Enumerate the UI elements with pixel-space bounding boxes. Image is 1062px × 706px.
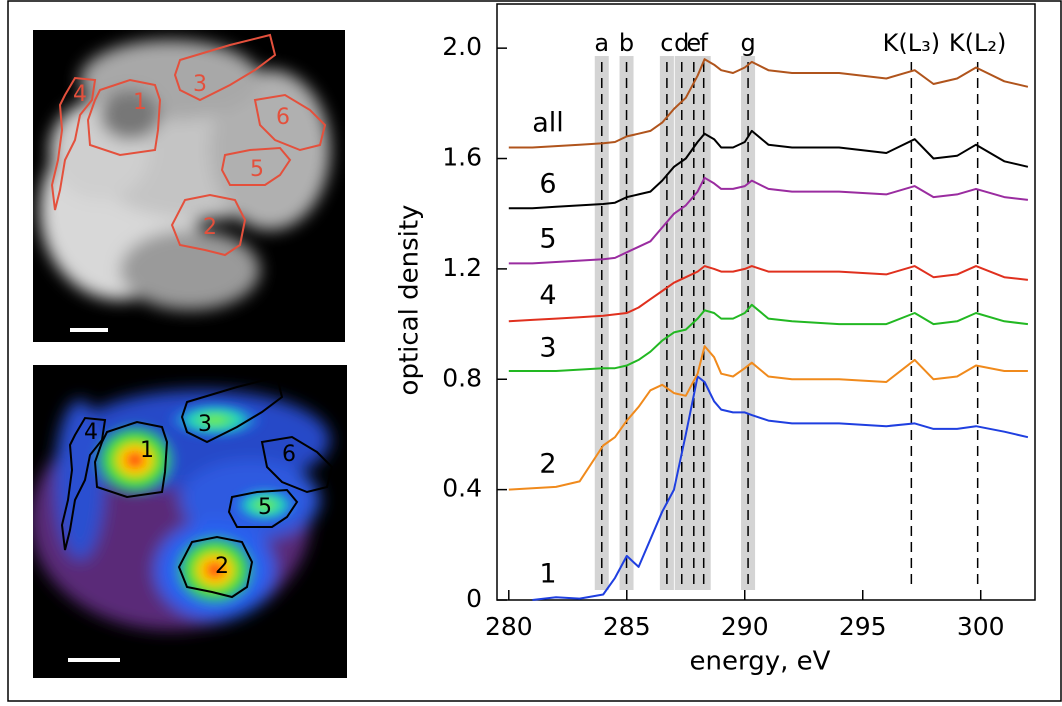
region-label: 6 xyxy=(276,105,290,130)
series-label: 3 xyxy=(539,332,556,363)
region-label: 3 xyxy=(198,412,212,437)
marker-label: e xyxy=(686,29,701,57)
region-label: 5 xyxy=(258,495,272,520)
region-label: 6 xyxy=(282,442,296,467)
y-tick-label: 1.6 xyxy=(442,143,482,172)
y-tick-label: 1.2 xyxy=(442,253,482,282)
series-label: 5 xyxy=(539,223,556,254)
y-tick-label: 0.4 xyxy=(442,474,482,503)
region-label: 4 xyxy=(84,420,98,445)
x-tick-label: 300 xyxy=(957,612,1005,641)
marker-label: f xyxy=(699,29,708,57)
series-line xyxy=(508,58,1029,149)
region-label: 4 xyxy=(73,82,87,107)
series-label: all xyxy=(532,108,564,139)
marker-label: c xyxy=(660,29,673,57)
region-label: 2 xyxy=(215,554,229,579)
region-label: 3 xyxy=(193,72,207,97)
series-line xyxy=(508,345,1028,491)
series-line xyxy=(532,375,1029,601)
region-label: 2 xyxy=(203,215,217,240)
series-line xyxy=(508,303,1029,372)
series-label: 2 xyxy=(539,448,556,479)
heatmap-image: 1 2 3 4 5 6 xyxy=(33,365,347,678)
y-tick-label: 2.0 xyxy=(442,32,482,61)
grayscale-image: 1 2 3 4 5 6 xyxy=(33,30,345,342)
y-tick-label: 0 xyxy=(466,584,482,613)
figure-frame xyxy=(7,0,1062,702)
series-line xyxy=(508,265,1029,323)
x-tick-label: 290 xyxy=(721,612,769,641)
marker-label: g xyxy=(740,29,755,57)
series-label: 6 xyxy=(539,168,556,199)
x-tick-label: 295 xyxy=(839,612,887,641)
marker-label: a xyxy=(594,29,609,57)
series-label: 4 xyxy=(539,280,556,311)
marker-label: d xyxy=(674,29,689,57)
marker-label: K(L₂) xyxy=(949,29,1006,57)
series-label: 1 xyxy=(539,559,556,590)
y-axis-label: optical density xyxy=(395,205,425,396)
marker-label: K(L₃) xyxy=(883,29,940,57)
series-line xyxy=(508,176,1029,265)
x-tick-label: 285 xyxy=(603,612,651,641)
plot-frame xyxy=(496,3,1036,601)
marker-label: b xyxy=(619,29,634,57)
y-tick-label: 0.8 xyxy=(442,363,482,392)
x-axis-label: energy, eV xyxy=(690,647,831,677)
region-label: 1 xyxy=(133,90,147,115)
series-line xyxy=(508,129,1029,210)
x-tick-label: 280 xyxy=(485,612,533,641)
region-label: 1 xyxy=(140,438,154,463)
region-label: 5 xyxy=(250,157,264,182)
